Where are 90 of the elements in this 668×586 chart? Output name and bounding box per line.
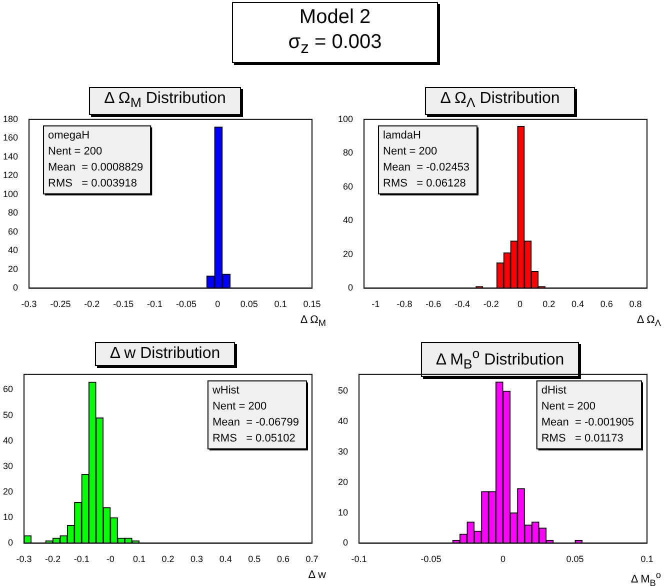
x-tick-label: 0.6 [600,299,613,310]
x-tick-label: 0.2 [162,554,174,564]
y-tick-label: 0 [342,538,348,548]
y-tick-label: 180 [2,114,18,124]
x-tick-label: -0 [106,554,114,564]
text: σ$_{z}$ = 0.003 [287,30,383,59]
x-tick-label: 0.8 [629,299,642,310]
x-tick-label: -0.1 [351,554,367,564]
x-tick-label: 0 [215,299,220,310]
y-tick-label: 40 [343,215,354,226]
chart-title: Δ Ω$_{Λ}$ Distribution [425,87,575,116]
x-tick-label: -0.05 [420,554,442,564]
x-axis-title: Δ Ω$_{M}$ [300,314,326,330]
x-tick-label: 0.1 [640,554,654,564]
x-tick-label: 0.4 [571,299,584,310]
annotation: Nent = 200 [383,145,438,158]
y-tick-label: 20 [338,476,348,487]
x-tick-label: -0.8 [396,299,412,310]
y-tick-label: 60 [8,226,18,236]
y-tick-label: 30 [2,460,14,471]
x-tick-label: -0.15 [113,299,134,310]
x-tick-label: 0 [500,554,506,564]
x-tick-label: 0.05 [240,299,258,310]
x-tick-label: -0.2 [483,299,499,310]
x-tick-label: 0.6 [276,554,290,564]
x-tick-label: -0.6 [426,299,442,310]
y-tick-label: 100 [338,114,354,124]
y-tick-label: 80 [343,148,354,158]
annotation: RMS = 0.003918 [48,177,137,190]
y-tick-label: 100 [2,188,18,199]
x-axis-title: Δ Ω$_{Λ}$ [636,314,661,330]
y-tick-label: 30 [338,446,348,456]
y-tick-label: 0 [8,538,14,548]
annotation: Mean = -0.02453 [383,161,470,174]
x-tick-label: -0.3 [21,299,37,310]
text: Model 2 [298,5,372,30]
annotation: Mean = -0.001905 [541,416,634,428]
x-tick-label: -0.25 [50,299,71,310]
annotation: Nent = 200 [541,400,596,412]
x-tick-label: -0.1 [147,299,163,310]
x-tick-label: -0.1 [74,554,90,564]
x-tick-label: -1 [372,299,380,310]
y-tick-label: 120 [2,170,18,180]
y-tick-label: 40 [338,416,348,426]
chart-title: Δ Ω$_{M}$ Distribution [89,87,241,116]
annotation: RMS = 0.05102 [212,432,296,444]
x-tick-label: 0 [517,299,522,310]
y-tick-label: 140 [2,151,18,162]
annotation: RMS = 0.01173 [541,432,624,444]
y-tick-label: 50 [2,410,14,420]
annotation: Mean = -0.06799 [212,416,300,428]
annotation: Nent = 200 [212,400,267,412]
x-tick-label: 0.3 [190,554,204,564]
annotation: RMS = 0.06128 [383,177,466,190]
y-tick-label: 20 [343,248,354,259]
y-tick-label: 10 [2,512,14,522]
annotation: dHist [541,384,566,396]
x-axis-title: Δ w [308,569,326,581]
chart-title: Δ M$_{B}$$^{o}$ Distribution [420,342,580,377]
x-tick-label: 0.5 [248,554,261,564]
y-tick-label: 80 [8,208,18,218]
y-tick-label: 0 [13,282,18,293]
x-tick-label: -0.2 [84,299,100,310]
y-tick-label: 20 [8,264,18,274]
y-tick-label: 40 [8,245,18,256]
y-tick-label: 0 [348,282,354,293]
annotation: lamdaH [383,129,421,142]
x-tick-label: 0.05 [566,554,584,564]
x-tick-label: 0.15 [303,299,321,310]
annotation: Nent = 200 [48,145,102,158]
x-tick-label: 0.4 [219,554,232,564]
x-tick-label: -0.4 [454,299,470,310]
y-tick-label: 60 [2,384,14,394]
y-tick-label: 10 [338,507,348,518]
y-tick-label: 50 [338,386,348,396]
y-tick-label: 160 [2,132,18,143]
x-tick-label: -0.05 [176,299,196,310]
chart-title: Δ w Distribution [94,342,236,366]
x-tick-label: 0.7 [306,554,318,564]
x-tick-label: -0.3 [16,554,32,564]
x-tick-label: 0.1 [274,299,287,310]
y-tick-label: 40 [2,435,14,446]
x-tick-label: -0.2 [45,554,61,564]
annotation: Mean = 0.0008829 [48,161,144,174]
y-tick-label: 20 [2,486,14,497]
x-tick-label: 0.2 [542,299,556,310]
annotation: omegaH [48,129,90,142]
x-tick-label: 0.1 [132,554,146,564]
y-tick-label: 60 [343,181,354,192]
annotation: wHist [211,384,240,396]
